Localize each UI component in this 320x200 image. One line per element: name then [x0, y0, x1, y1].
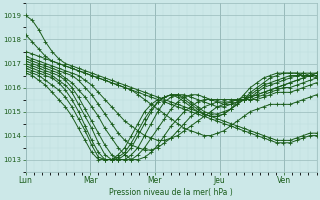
- X-axis label: Pression niveau de la mer( hPa ): Pression niveau de la mer( hPa ): [109, 188, 233, 197]
